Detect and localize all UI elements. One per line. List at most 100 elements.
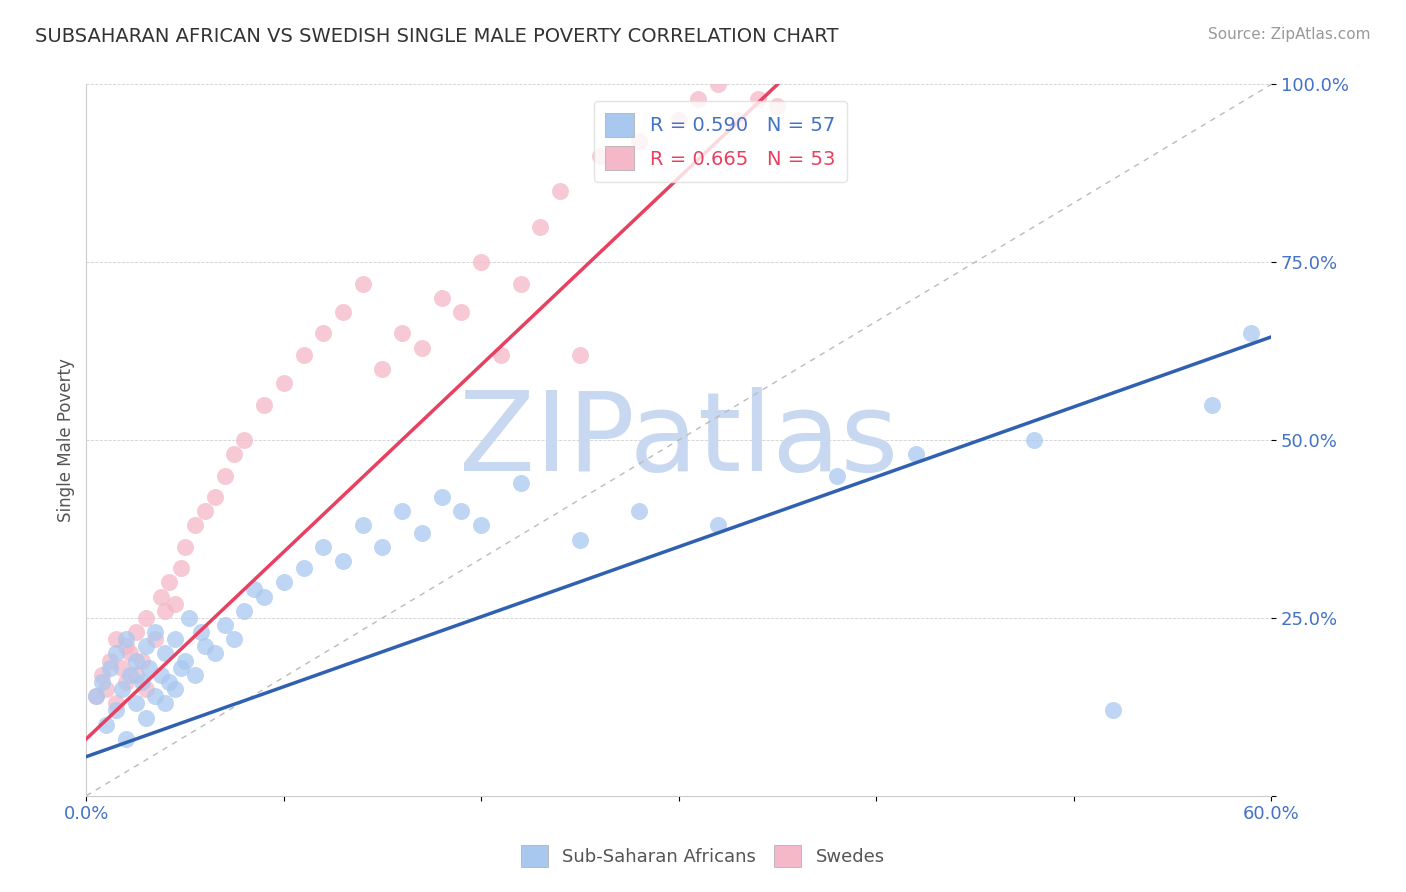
Point	[707, 78, 730, 92]
Point	[589, 148, 612, 162]
Point	[292, 348, 315, 362]
Point	[135, 710, 157, 724]
Point	[391, 326, 413, 341]
Point	[243, 582, 266, 597]
Point	[145, 632, 167, 647]
Point	[104, 703, 127, 717]
Point	[124, 696, 146, 710]
Point	[214, 468, 236, 483]
Point	[98, 654, 121, 668]
Point	[111, 681, 134, 696]
Point	[568, 348, 591, 362]
Point	[628, 504, 651, 518]
Point	[118, 647, 141, 661]
Point	[253, 590, 276, 604]
Point	[904, 447, 927, 461]
Point	[170, 661, 193, 675]
Y-axis label: Single Male Poverty: Single Male Poverty	[58, 359, 75, 522]
Point	[825, 468, 848, 483]
Point	[114, 675, 136, 690]
Point	[104, 632, 127, 647]
Point	[155, 604, 177, 618]
Point	[352, 277, 374, 291]
Point	[135, 640, 157, 654]
Point	[84, 689, 107, 703]
Point	[170, 561, 193, 575]
Point	[145, 625, 167, 640]
Point	[118, 668, 141, 682]
Text: SUBSAHARAN AFRICAN VS SWEDISH SINGLE MALE POVERTY CORRELATION CHART: SUBSAHARAN AFRICAN VS SWEDISH SINGLE MAL…	[35, 27, 838, 45]
Point	[489, 348, 512, 362]
Point	[233, 604, 256, 618]
Point	[165, 597, 187, 611]
Point	[509, 277, 531, 291]
Point	[312, 540, 335, 554]
Point	[509, 475, 531, 490]
Point	[124, 654, 146, 668]
Point	[332, 554, 354, 568]
Point	[707, 518, 730, 533]
Point	[253, 398, 276, 412]
Point	[190, 625, 212, 640]
Point	[312, 326, 335, 341]
Point	[114, 640, 136, 654]
Point	[84, 689, 107, 703]
Point	[371, 540, 394, 554]
Point	[470, 255, 492, 269]
Point	[131, 654, 153, 668]
Point	[204, 490, 226, 504]
Point	[1102, 703, 1125, 717]
Point	[150, 668, 173, 682]
Point	[157, 575, 180, 590]
Point	[91, 675, 114, 690]
Point	[104, 696, 127, 710]
Point	[155, 696, 177, 710]
Point	[111, 661, 134, 675]
Point	[177, 611, 200, 625]
Point	[194, 504, 217, 518]
Point	[165, 632, 187, 647]
Point	[1240, 326, 1263, 341]
Legend: R = 0.590   N = 57, R = 0.665   N = 53: R = 0.590 N = 57, R = 0.665 N = 53	[593, 102, 846, 182]
Point	[174, 654, 197, 668]
Point	[138, 661, 160, 675]
Point	[174, 540, 197, 554]
Point	[747, 92, 769, 106]
Point	[204, 647, 226, 661]
Point	[273, 376, 295, 391]
Point	[411, 341, 433, 355]
Point	[727, 113, 749, 128]
Point	[470, 518, 492, 533]
Point	[1201, 398, 1223, 412]
Point	[157, 675, 180, 690]
Point	[124, 625, 146, 640]
Text: ZIPatlas: ZIPatlas	[460, 386, 898, 493]
Point	[94, 717, 117, 731]
Point	[104, 647, 127, 661]
Point	[430, 291, 453, 305]
Point	[430, 490, 453, 504]
Point	[292, 561, 315, 575]
Point	[124, 668, 146, 682]
Point	[145, 689, 167, 703]
Point	[568, 533, 591, 547]
Point	[450, 305, 472, 319]
Point	[150, 590, 173, 604]
Point	[114, 632, 136, 647]
Point	[391, 504, 413, 518]
Point	[224, 632, 246, 647]
Point	[1024, 433, 1046, 447]
Point	[548, 184, 571, 198]
Point	[114, 731, 136, 746]
Point	[224, 447, 246, 461]
Point	[91, 668, 114, 682]
Point	[411, 525, 433, 540]
Point	[273, 575, 295, 590]
Point	[98, 661, 121, 675]
Point	[135, 611, 157, 625]
Point	[155, 647, 177, 661]
Text: Source: ZipAtlas.com: Source: ZipAtlas.com	[1208, 27, 1371, 42]
Point	[135, 681, 157, 696]
Point	[332, 305, 354, 319]
Point	[194, 640, 217, 654]
